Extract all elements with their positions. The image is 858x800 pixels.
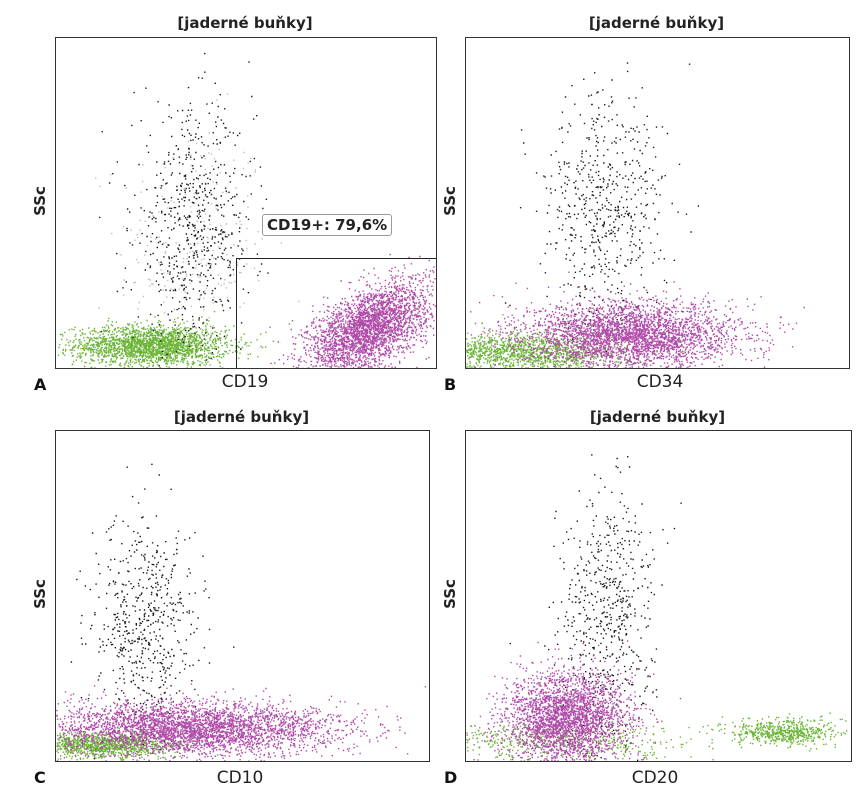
scatter-points (56, 683, 427, 761)
panel-a-gate-label: CD19+: 79,6% (262, 214, 393, 236)
population-0 (466, 314, 689, 368)
panel-a-plot-area (55, 37, 437, 369)
scatter-points (509, 454, 682, 761)
population-3 (269, 253, 436, 368)
panel-a-x-axis-label: CD19 (221, 372, 269, 392)
panel-d-plot-area (465, 430, 852, 762)
panel-b-y-axis-label: SSc (441, 186, 459, 216)
scatter-points (466, 314, 689, 368)
panel-a-cd19-gate (236, 258, 436, 368)
scatter-points (699, 712, 848, 752)
population-1 (504, 62, 700, 362)
scatter-points (269, 253, 436, 368)
panel-c-plot-area (55, 430, 430, 762)
panel-d-x-axis-label: CD20 (631, 768, 679, 788)
population-0 (699, 712, 848, 752)
population-2 (509, 454, 682, 761)
panel-b-plot-area (465, 37, 850, 369)
panel-a-title: [jaderné buňky] (177, 14, 313, 32)
panel-c-title: [jaderné buňky] (173, 408, 310, 426)
panel-a-y-axis-label: SSc (31, 186, 49, 216)
panel-d-scatter (466, 454, 848, 761)
panel-d-letter: D (444, 768, 458, 787)
scatter-points (466, 631, 682, 761)
panel-b-title: [jaderné buňky] (588, 14, 725, 32)
panel-b-scatter (466, 62, 805, 368)
population-3 (466, 631, 682, 761)
panel-c-y-axis-label: SSc (31, 579, 49, 609)
panel-c-scatter (56, 463, 427, 761)
panel-c-letter: C (34, 768, 46, 787)
panel-b-x-axis-label: CD34 (636, 372, 684, 392)
panel-d-title: [jaderné buňky] (589, 408, 726, 426)
scatter-points (470, 271, 805, 368)
panel-a-scatter (57, 52, 436, 368)
scatter-points (57, 310, 290, 368)
panel-c-x-axis-label: CD10 (216, 768, 264, 788)
population-2 (56, 683, 427, 761)
panel-b-letter: B (444, 375, 457, 394)
panel-d-y-axis-label: SSc (441, 579, 459, 609)
scatter-points (504, 62, 700, 362)
panel-a-letter: A (34, 375, 47, 394)
population-1 (57, 310, 290, 368)
population-2 (470, 271, 805, 368)
